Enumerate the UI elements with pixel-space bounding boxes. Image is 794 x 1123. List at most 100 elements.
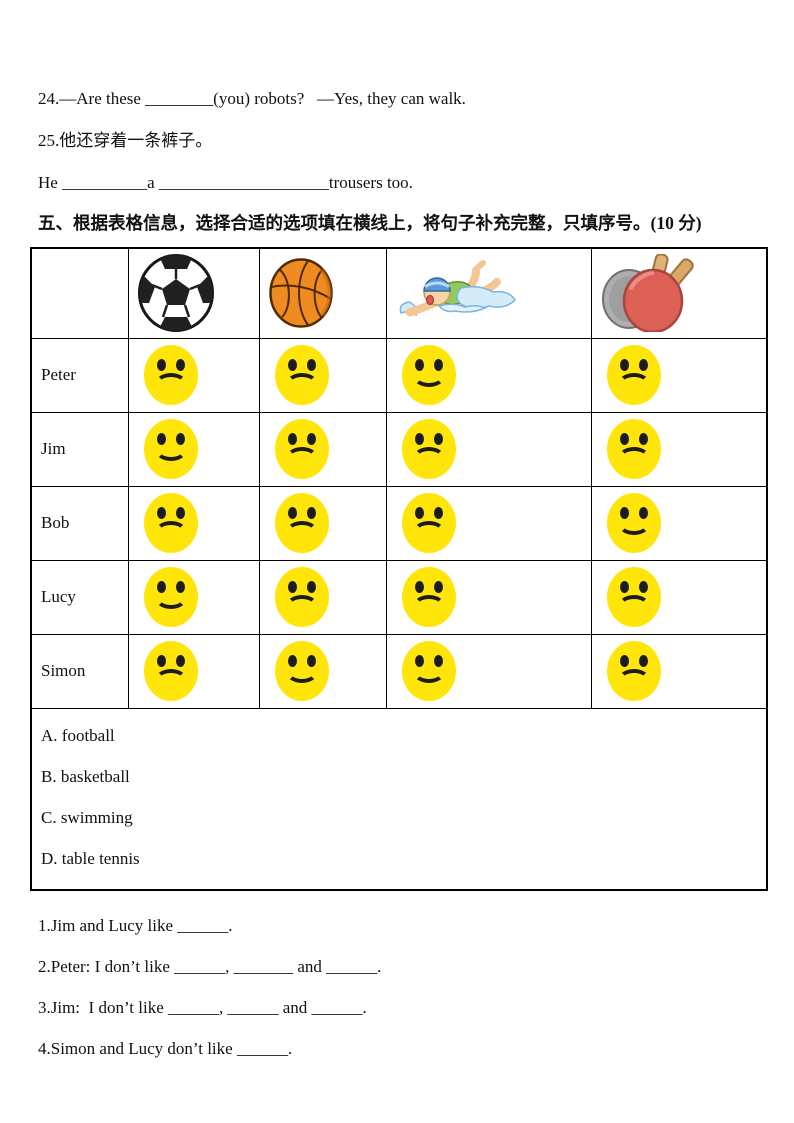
options-row: A. football B. basketball C. swimming D.… (30, 707, 768, 890)
mood-cell (590, 559, 768, 635)
eye (619, 507, 629, 519)
mouth (617, 373, 650, 395)
eye (414, 581, 424, 593)
eye (638, 581, 648, 593)
eye (175, 507, 185, 519)
mood-face (401, 493, 456, 553)
mouth (154, 669, 187, 691)
eye (306, 655, 316, 667)
column-basketball (258, 247, 387, 339)
mood-cell (590, 411, 768, 487)
mood-face (606, 567, 661, 627)
mouth (617, 595, 650, 617)
fill-question-1: 1.Jim and Lucy like ______. (38, 915, 233, 935)
mood-face (401, 641, 456, 701)
eye (175, 433, 185, 445)
mood-face (143, 493, 198, 553)
question-25-chinese: 25.他还穿着一条裤子。 (38, 131, 213, 150)
mood-face (274, 493, 329, 553)
mood-face (143, 641, 198, 701)
mood-cell (127, 633, 260, 709)
mood-face (606, 641, 661, 701)
mouth (154, 439, 187, 461)
eye (433, 507, 443, 519)
mood-face (143, 419, 198, 479)
mood-cell (385, 633, 592, 709)
row-name: Peter (30, 337, 129, 413)
eye (156, 581, 166, 593)
mouth (617, 669, 650, 691)
table-header-row (30, 247, 768, 339)
eye (638, 507, 648, 519)
section-title: 五、根据表格信息，选择合适的选项填在横线上，将句子补充完整，只填序号。(10 分… (38, 213, 702, 233)
table-row-jim: Jim (30, 411, 768, 487)
football-icon (137, 253, 259, 333)
table-row-peter: Peter (30, 337, 768, 413)
eye (433, 655, 443, 667)
eye (638, 359, 648, 371)
mouth (412, 365, 445, 387)
eye (156, 507, 166, 519)
eye (619, 359, 629, 371)
mood-cell (258, 633, 387, 709)
row-name: Jim (30, 411, 129, 487)
mood-face (401, 567, 456, 627)
row-name: Bob (30, 485, 129, 561)
eye (287, 655, 297, 667)
mood-face (143, 345, 198, 405)
mouth (285, 373, 318, 395)
row-name: Lucy (30, 559, 129, 635)
mood-face (143, 567, 198, 627)
mood-cell (258, 337, 387, 413)
eye (287, 581, 297, 593)
mouth (412, 521, 445, 543)
eye (306, 581, 316, 593)
eye (619, 655, 629, 667)
table-tennis-icon (600, 253, 767, 334)
eye (306, 507, 316, 519)
mouth (154, 587, 187, 609)
mouth (285, 595, 318, 617)
mood-cell (385, 411, 592, 487)
column-football (127, 247, 260, 339)
mood-cell (127, 485, 260, 561)
question-24: 24.—Are these ________(you) robots? —Yes… (38, 89, 466, 108)
mood-cell (258, 559, 387, 635)
eye (287, 433, 297, 445)
mouth (154, 373, 187, 395)
mood-cell (385, 485, 592, 561)
options-cell: A. football B. basketball C. swimming D.… (30, 707, 768, 890)
eye (414, 359, 424, 371)
swimming-icon (395, 260, 591, 326)
mood-cell (258, 411, 387, 487)
eye (414, 433, 424, 445)
mood-cell (385, 337, 592, 413)
mouth (412, 661, 445, 683)
mouth (285, 447, 318, 469)
mood-face (274, 345, 329, 405)
eye (287, 507, 297, 519)
column-table-tennis (590, 247, 768, 339)
eye (433, 359, 443, 371)
eye (433, 581, 443, 593)
mood-face (274, 567, 329, 627)
corner-cell (30, 247, 129, 339)
mood-cell (127, 559, 260, 635)
fill-in-questions: 1.Jim and Lucy like ______. 2.Peter: I d… (38, 915, 766, 1060)
mouth (285, 661, 318, 683)
option-a: A. football (41, 725, 115, 745)
table-row-bob: Bob (30, 485, 768, 561)
mood-cell (385, 559, 592, 635)
fill-question-4: 4.Simon and Lucy don’t like ______. (38, 1038, 293, 1058)
eye (175, 655, 185, 667)
preferences-table: Peter Jim Bob Lucy S (30, 247, 768, 891)
eye (638, 655, 648, 667)
eye (619, 433, 629, 445)
mood-face (606, 493, 661, 553)
eye (414, 507, 424, 519)
question-25-english: He __________a ____________________trous… (38, 173, 413, 192)
eye (156, 433, 166, 445)
basketball-icon (268, 257, 386, 329)
mood-face (606, 419, 661, 479)
